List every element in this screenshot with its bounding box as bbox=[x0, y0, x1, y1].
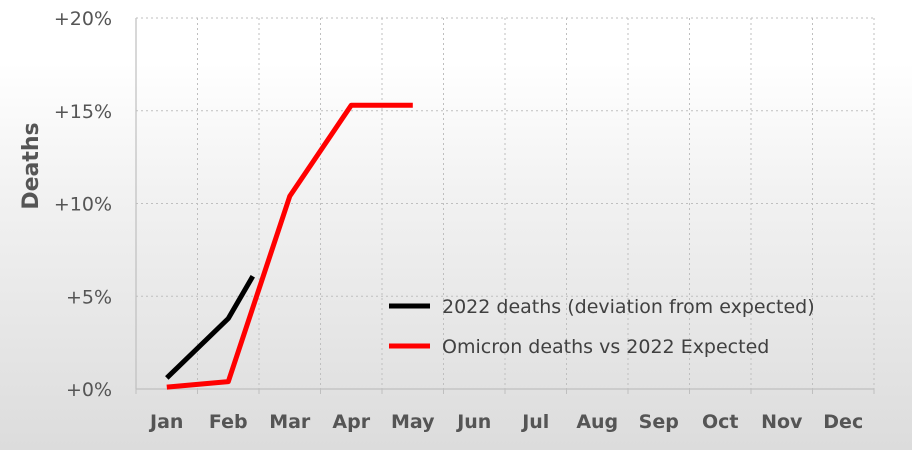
x-tick-label: Oct bbox=[702, 411, 739, 433]
axes bbox=[135, 18, 875, 394]
x-tick-label: Apr bbox=[332, 411, 370, 433]
x-tick-label: Aug bbox=[576, 411, 618, 433]
x-tick-label: Mar bbox=[269, 411, 311, 433]
x-tick-label: Sep bbox=[639, 411, 679, 433]
legend-label-0: 2022 deaths (deviation from expected) bbox=[442, 296, 815, 318]
x-tick-label: Jul bbox=[520, 411, 549, 433]
y-tick-label: +20% bbox=[54, 8, 112, 30]
x-tick-label: Dec bbox=[823, 411, 863, 433]
series-lines bbox=[165, 102, 413, 390]
y-tick-label: +5% bbox=[66, 286, 112, 308]
y-axis-label: Deaths bbox=[19, 122, 44, 209]
y-tick-labels: +0% +5% +10% +15% +20% bbox=[54, 8, 112, 401]
x-tick-label: May bbox=[391, 411, 435, 433]
y-tick-label: +10% bbox=[54, 194, 112, 216]
x-tick-labels: Jan Feb Mar Apr May Jun Jul Aug Sep Oct Nov Dec bbox=[148, 411, 863, 433]
legend-label-1: Omicron deaths vs 2022 Expected bbox=[442, 336, 769, 358]
series-line-0 bbox=[165, 274, 255, 380]
x-tick-label: Jan bbox=[148, 411, 183, 433]
y-tick-label: +0% bbox=[66, 379, 112, 401]
grid-lines bbox=[136, 17, 875, 389]
x-tick-label: Feb bbox=[209, 411, 248, 433]
x-tick-label: Jun bbox=[455, 411, 491, 433]
y-tick-label: +15% bbox=[54, 101, 112, 123]
x-tick-label: Nov bbox=[761, 411, 803, 433]
legend: 2022 deaths (deviation from expected) Omi… bbox=[389, 296, 815, 358]
series-line-1 bbox=[166, 102, 413, 390]
